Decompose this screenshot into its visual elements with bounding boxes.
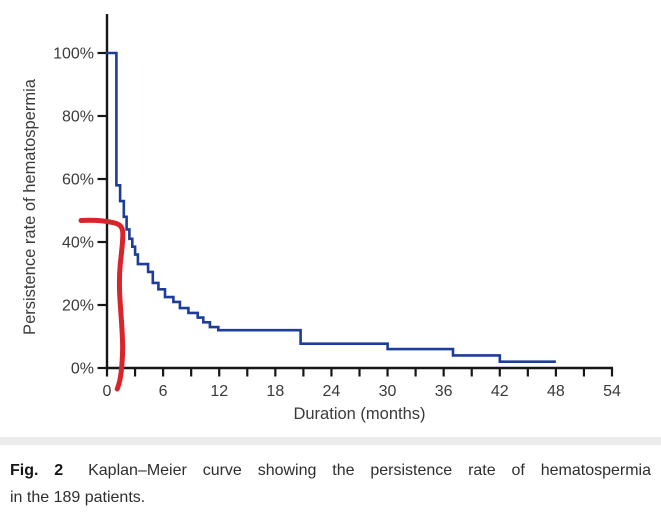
y-axis-title: Persistence rate of hematospermia <box>21 79 39 335</box>
y-tick-label: 60% <box>62 172 94 189</box>
y-tick-label: 0% <box>71 361 94 378</box>
caption-label: Fig. 2 <box>10 462 64 479</box>
x-tick-label: 18 <box>266 383 284 400</box>
x-tick-label: 24 <box>323 383 341 400</box>
figure-caption: Fig. 2 Kaplan–Meier curve showing the pe… <box>0 445 661 511</box>
x-tick-label: 0 <box>103 383 112 400</box>
x-tick-label: 48 <box>547 383 565 400</box>
caption-text-line2: in the 189 patients. <box>10 489 146 506</box>
y-tick-label: 20% <box>62 298 94 315</box>
x-tick-label: 12 <box>210 383 228 400</box>
y-tick-label: 80% <box>62 109 94 126</box>
x-axis-title: Duration (months) <box>293 405 426 423</box>
x-tick-label: 42 <box>491 383 509 400</box>
y-tick-label: 100% <box>53 46 94 63</box>
x-tick-label: 6 <box>159 383 168 400</box>
red-annotation <box>78 217 126 392</box>
caption-text-line1: Kaplan–Meier curve showing the persisten… <box>88 462 652 479</box>
kaplan-meier-chart: 0% 20% 40% 60% 80% 100% 0 6 12 18 24 30 36 42 48 54 <box>53 14 621 400</box>
x-tick-label: 30 <box>379 383 397 400</box>
x-tick-label: 54 <box>603 383 621 400</box>
y-tick-label: 40% <box>62 235 94 252</box>
x-tick-label: 36 <box>435 383 453 400</box>
caption-line-1: Fig. 2 Kaplan–Meier curve showing the pe… <box>10 458 651 484</box>
caption-divider <box>0 437 661 445</box>
km-curve <box>106 51 556 363</box>
